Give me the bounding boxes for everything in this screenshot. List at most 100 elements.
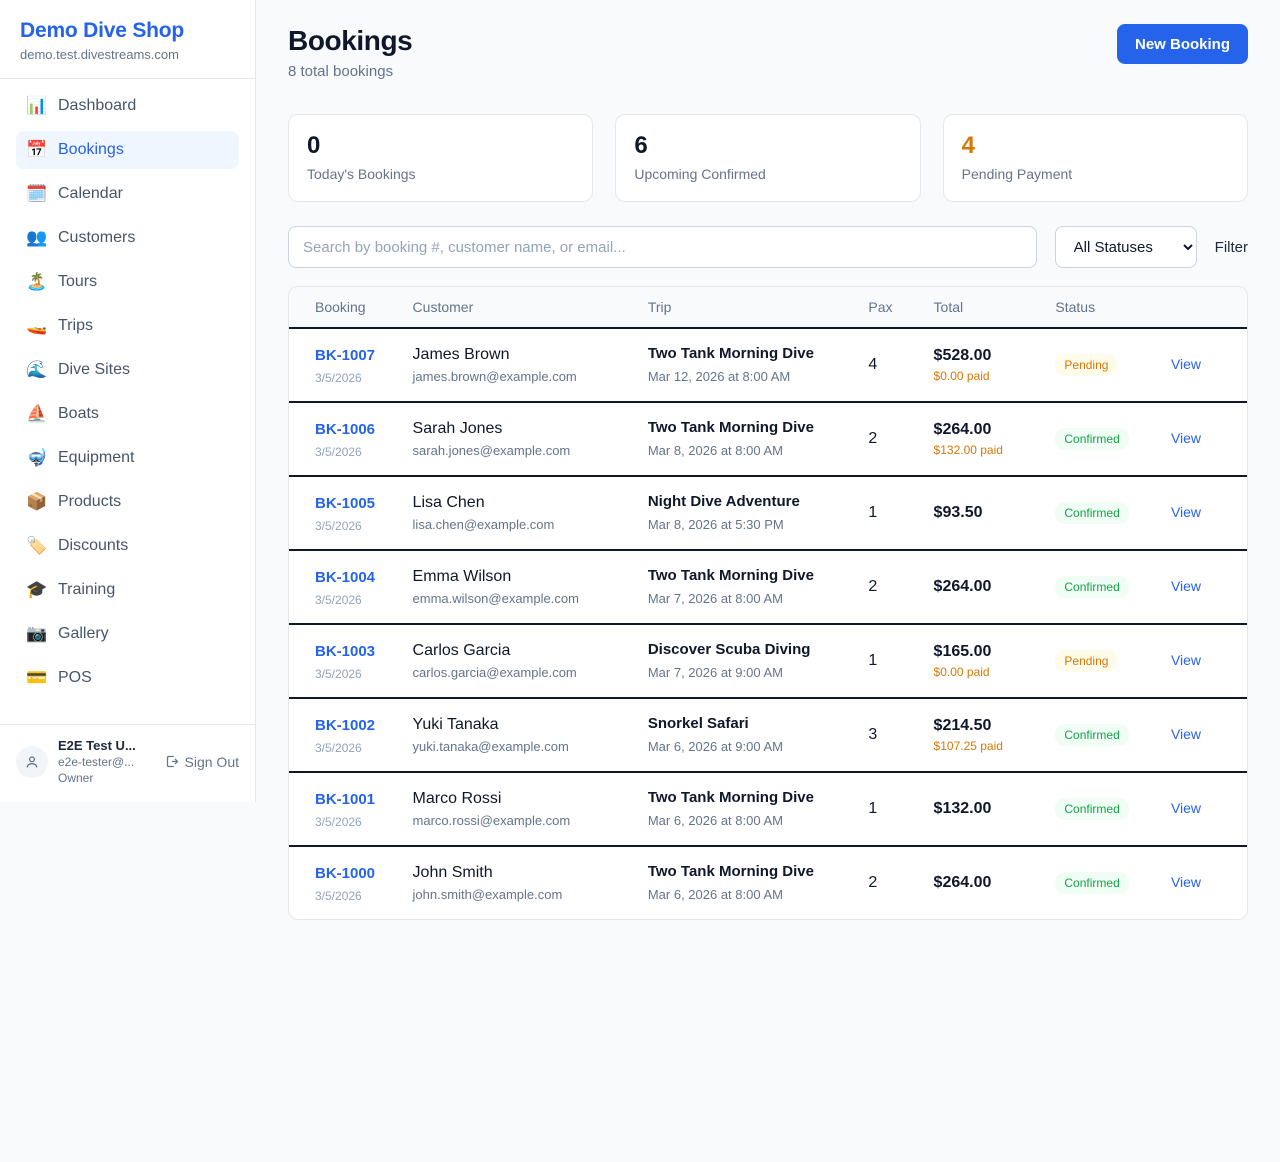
cell-booking: BK-1002 3/5/2026	[289, 698, 405, 773]
cell-pax: 3	[860, 698, 926, 773]
cell-booking: BK-1001 3/5/2026	[289, 772, 405, 847]
trip-name: Night Dive Adventure	[647, 493, 800, 510]
cell-actions: View	[1162, 624, 1247, 699]
sidebar-item-trips[interactable]: 🚤 Trips	[16, 307, 239, 345]
sidebar-item-training[interactable]: 🎓 Training	[16, 571, 239, 609]
total-amount: $528.00	[933, 347, 992, 364]
cell-status: Confirmed	[1047, 476, 1163, 551]
cell-pax: 1	[860, 624, 926, 699]
cell-customer: Yuki Tanaka yuki.tanaka@example.com	[404, 698, 640, 773]
customer-name: Yuki Tanaka	[412, 715, 499, 733]
sign-out-button[interactable]: Sign Out	[165, 754, 239, 770]
booking-id-link[interactable]: BK-1004	[315, 568, 376, 586]
booking-id-link[interactable]: BK-1003	[315, 642, 376, 660]
status-filter-select[interactable]: All Statuses	[1054, 226, 1197, 268]
customer-email: james.brown@example.com	[412, 368, 577, 384]
sidebar-item-gallery[interactable]: 📷 Gallery	[16, 615, 239, 653]
cell-total: $165.00 $0.00 paid	[925, 624, 1048, 699]
customer-name: Marco Rossi	[412, 789, 502, 807]
table-row[interactable]: BK-1005 3/5/2026 Lisa Chen lisa.chen@exampl…	[289, 476, 1247, 551]
cell-trip: Two Tank Morning Dive Mar 6, 2026 at 8:00…	[639, 772, 861, 847]
cell-booking: BK-1003 3/5/2026	[289, 624, 405, 699]
cell-actions: View	[1162, 402, 1247, 477]
sidebar-item-equipment[interactable]: 🤿 Equipment	[16, 439, 239, 477]
products-icon: 📦	[26, 491, 48, 512]
brand-domain: demo.test.divestreams.com	[20, 47, 179, 62]
tours-icon: 🏝️	[26, 271, 48, 292]
discounts-icon: 🏷️	[26, 535, 48, 556]
cell-total: $93.50	[925, 476, 1048, 551]
booking-id-link[interactable]: BK-1001	[315, 790, 376, 808]
total-paid: $0.00 paid	[933, 369, 990, 383]
cell-status: Confirmed	[1047, 698, 1163, 773]
sidebar-item-dashboard[interactable]: 📊 Dashboard	[16, 87, 239, 125]
cell-pax: 1	[860, 476, 926, 551]
sidebar-item-customers[interactable]: 👥 Customers	[16, 219, 239, 257]
cell-booking: BK-1004 3/5/2026	[289, 550, 405, 625]
sidebar-item-pos[interactable]: 💳 POS	[16, 659, 239, 697]
user-icon	[26, 755, 38, 767]
view-link[interactable]: View	[1170, 652, 1202, 668]
stat-card: 4 Pending Payment	[942, 114, 1248, 202]
trip-name: Two Tank Morning Dive	[647, 345, 814, 362]
table-head: Booking Customer Trip Pax Total Status	[289, 287, 1247, 329]
sidebar-item-label: Calendar	[58, 185, 123, 202]
table-row[interactable]: BK-1002 3/5/2026 Yuki Tanaka yuki.tanaka@ex…	[289, 698, 1247, 773]
view-link[interactable]: View	[1170, 430, 1202, 446]
booking-date: 3/5/2026	[315, 444, 362, 459]
cell-trip: Two Tank Morning Dive Mar 7, 2026 at 8:00…	[639, 550, 861, 625]
filter-button[interactable]: Filter	[1214, 238, 1248, 256]
search-input[interactable]	[288, 226, 1037, 268]
sidebar-item-label: Equipment	[58, 449, 135, 466]
stat-value: 0	[307, 132, 321, 159]
sidebar-item-discounts[interactable]: 🏷️ Discounts	[16, 527, 239, 565]
cell-total: $264.00 $132.00 paid	[925, 402, 1048, 477]
booking-id-link[interactable]: BK-1005	[315, 494, 376, 512]
stat-card: 6 Upcoming Confirmed	[615, 114, 921, 202]
table-row[interactable]: BK-1000 3/5/2026 John Smith john.smith@exam…	[289, 846, 1247, 919]
trip-name: Two Tank Morning Dive	[647, 863, 814, 880]
table-row[interactable]: BK-1006 3/5/2026 Sarah Jones sarah.jones@ex…	[289, 402, 1247, 477]
stat-label: Pending Payment	[961, 166, 1073, 182]
sidebar-item-calendar[interactable]: 🗓️ Calendar	[16, 175, 239, 213]
view-link[interactable]: View	[1170, 874, 1202, 890]
status-badge: Pending	[1055, 650, 1118, 672]
sidebar-item-tours[interactable]: 🏝️ Tours	[16, 263, 239, 301]
status-badge: Confirmed	[1055, 502, 1129, 524]
calendar-icon: 🗓️	[26, 183, 48, 204]
cell-trip: Snorkel Safari Mar 6, 2026 at 9:00 AM	[639, 698, 861, 773]
booking-id-link[interactable]: BK-1006	[315, 420, 376, 438]
table-row[interactable]: BK-1003 3/5/2026 Carlos Garcia carlos.garci…	[289, 624, 1247, 699]
table-header-row: Booking Customer Trip Pax Total Status	[289, 287, 1247, 329]
table-row[interactable]: BK-1007 3/5/2026 James Brown james.brown@ex…	[289, 328, 1247, 403]
sidebar-item-boats[interactable]: ⛵ Boats	[16, 395, 239, 433]
table-row[interactable]: BK-1001 3/5/2026 Marco Rossi marco.rossi@ex…	[289, 772, 1247, 847]
booking-id-link[interactable]: BK-1002	[315, 716, 376, 734]
customer-name: Carlos Garcia	[412, 641, 511, 659]
cell-customer: Carlos Garcia carlos.garcia@example.com	[404, 624, 640, 699]
booking-id-link[interactable]: BK-1000	[315, 864, 376, 882]
view-link[interactable]: View	[1170, 800, 1202, 816]
cell-actions: View	[1162, 328, 1247, 403]
trip-name: Discover Scuba Diving	[647, 641, 811, 658]
column-header-trip: Trip	[639, 287, 861, 329]
cell-trip: Two Tank Morning Dive Mar 6, 2026 at 8:00…	[640, 846, 861, 919]
view-link[interactable]: View	[1170, 578, 1202, 594]
gallery-icon: 📷	[26, 623, 48, 644]
table-row[interactable]: BK-1004 3/5/2026 Emma Wilson emma.wilson@ex…	[289, 550, 1247, 625]
cell-booking: BK-1005 3/5/2026	[289, 476, 405, 551]
view-link[interactable]: View	[1170, 726, 1202, 742]
status-badge: Confirmed	[1055, 428, 1129, 450]
booking-date: 3/5/2026	[315, 518, 362, 533]
view-link[interactable]: View	[1170, 504, 1202, 520]
view-link[interactable]: View	[1170, 356, 1202, 372]
sidebar: Demo Dive Shop demo.test.divestreams.com…	[0, 0, 256, 802]
booking-id-link[interactable]: BK-1007	[315, 346, 376, 364]
cell-customer: Sarah Jones sarah.jones@example.com	[404, 402, 640, 477]
sidebar-item-dive-sites[interactable]: 🌊 Dive Sites	[16, 351, 239, 389]
customer-email: lisa.chen@example.com	[412, 516, 555, 532]
sidebar-item-bookings[interactable]: 📅 Bookings	[16, 131, 239, 169]
sidebar-item-products[interactable]: 📦 Products	[16, 483, 239, 521]
cell-booking: BK-1007 3/5/2026	[289, 328, 405, 403]
new-booking-button[interactable]: New Booking	[1116, 24, 1248, 64]
